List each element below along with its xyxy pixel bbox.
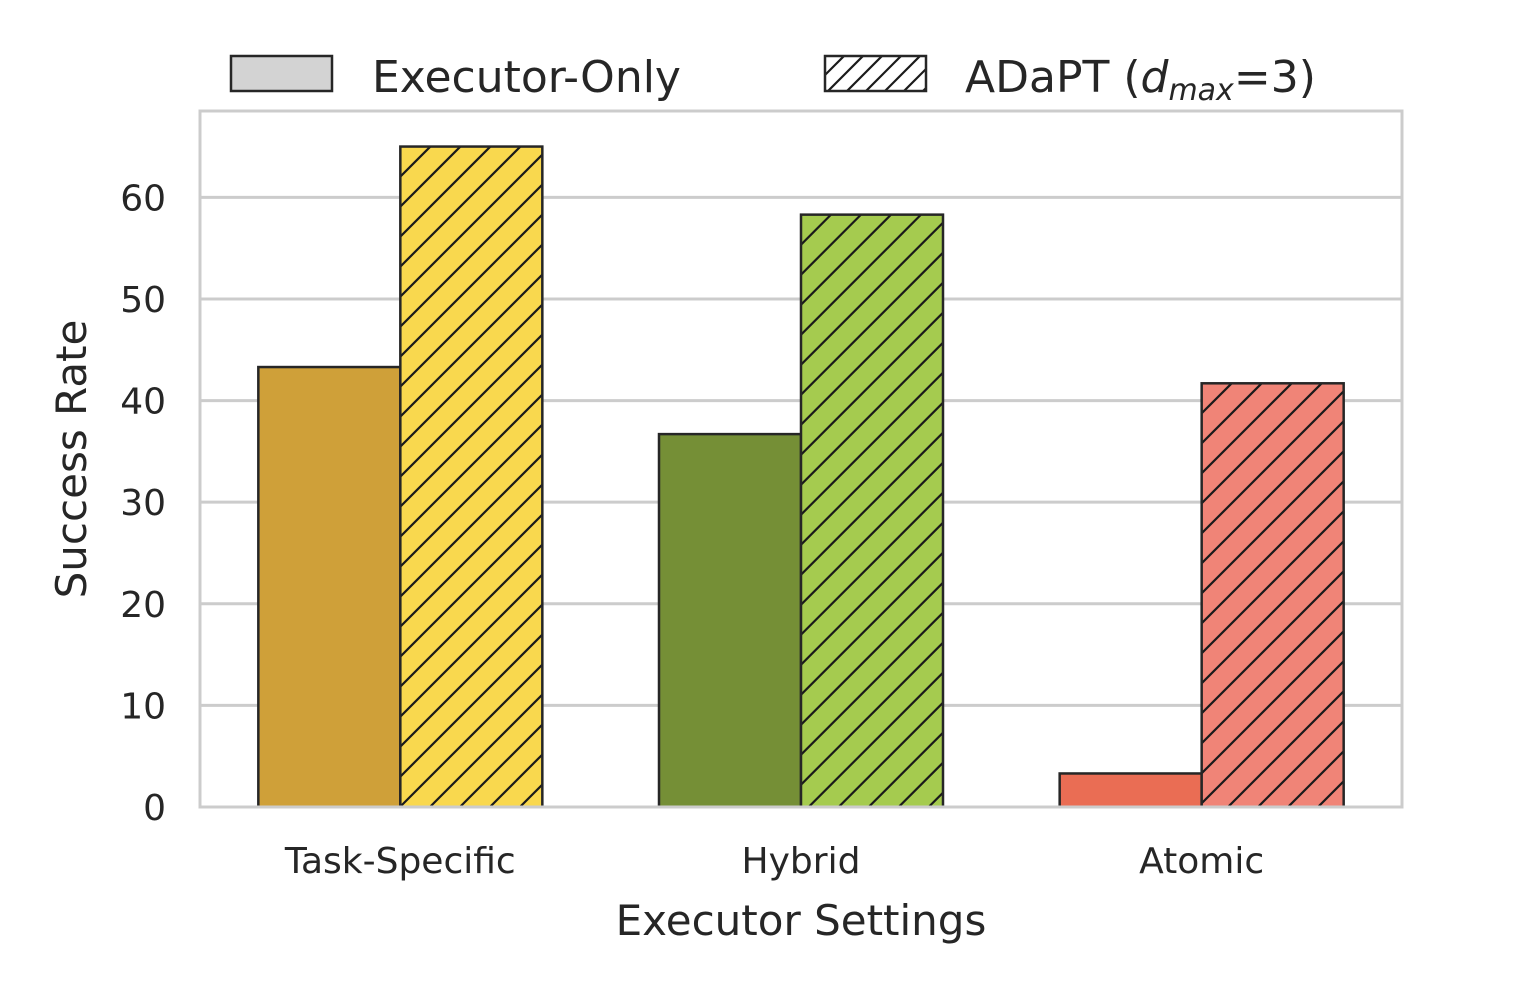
y-tick-label: 40 (120, 382, 166, 423)
hatch-pattern (1201, 383, 1344, 807)
x-tick-label: Task-Specific (284, 841, 516, 882)
y-axis-ticks: 0 10 20 30 40 50 60 (120, 178, 166, 829)
y-tick-label: 0 (143, 788, 166, 829)
legend-label-adapt-d: d (1141, 52, 1170, 103)
legend-label-adapt-sub: max (1168, 73, 1234, 108)
hatch-pattern (801, 214, 943, 808)
y-tick-label: 60 (120, 178, 166, 219)
plot-frame (198, 109, 1404, 809)
bar-hybrid-executor-only (657, 432, 803, 809)
legend-swatch-executor-only (229, 54, 334, 93)
y-tick-label: 50 (120, 280, 166, 321)
legend-label-adapt: ADaPT (dmax=3) (965, 52, 1316, 108)
legend-swatch-adapt (823, 54, 928, 93)
x-axis-title: Executor Settings (616, 896, 987, 945)
bar-hybrid-adapt (799, 213, 945, 809)
y-axis-title: Success Rate (47, 320, 96, 599)
legend-label-executor-only: Executor-Only (372, 52, 681, 103)
x-tick-label: Hybrid (742, 841, 861, 882)
bar-atomic-executor-only (1058, 772, 1203, 809)
y-tick-label: 10 (120, 686, 166, 727)
y-tick-label: 30 (120, 483, 166, 524)
y-tick-label: 20 (120, 585, 166, 626)
bar-task-specific-executor-only (257, 365, 402, 809)
x-axis-ticks: Task-Specific Hybrid Atomic (284, 841, 1264, 882)
hatch-pattern (400, 146, 543, 807)
x-tick-label: Atomic (1139, 841, 1264, 882)
legend: Executor-Only ADaPT (dmax=3) (229, 52, 1316, 108)
legend-label-adapt-prefix: ADaPT ( (965, 52, 1141, 103)
bar-task-specific-adapt (399, 145, 544, 809)
bars (257, 145, 1345, 809)
legend-label-adapt-suffix: =3) (1234, 52, 1316, 103)
hatch-pattern (825, 56, 926, 91)
